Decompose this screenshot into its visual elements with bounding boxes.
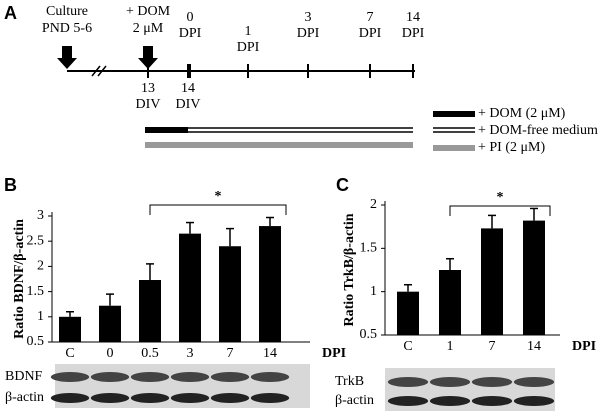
blot-band xyxy=(471,377,513,387)
blot-band xyxy=(130,372,170,382)
y-axis-label: Ratio TrkB/β-actin xyxy=(342,213,357,326)
y-tick-label: 2 xyxy=(37,259,44,274)
blot-band xyxy=(90,372,130,382)
arrow xyxy=(57,46,77,69)
legend-swatch xyxy=(433,145,475,151)
legend-label: + DOM (2 μM) xyxy=(478,106,566,121)
culture-label: Culture xyxy=(46,4,88,19)
dom-label: + DOM xyxy=(126,4,171,19)
blot-band xyxy=(170,372,210,382)
x-axis-label: DPI xyxy=(572,339,596,354)
blot-label: BDNF xyxy=(5,369,43,384)
x-tick-label: 3 xyxy=(187,346,194,361)
y-tick-label: 1 xyxy=(37,309,44,324)
blot-band xyxy=(387,377,429,387)
bar xyxy=(179,233,201,342)
dom-label: 2 μM xyxy=(133,21,164,36)
blot-band xyxy=(210,393,250,403)
legend-label: + DOM-free medium xyxy=(478,123,598,138)
legend-label: + PI (2 μM) xyxy=(478,140,545,155)
significance-label: * xyxy=(497,190,504,205)
blot-band xyxy=(250,372,290,382)
bar xyxy=(523,220,545,335)
y-tick-label: 1 xyxy=(370,284,377,299)
blot-label: β-actin xyxy=(335,393,374,408)
dpi-label: 14 xyxy=(406,10,420,25)
bar xyxy=(59,316,81,342)
pi-bar xyxy=(145,142,413,148)
y-tick-label: 1.5 xyxy=(27,284,45,299)
div-label: DIV xyxy=(176,97,201,112)
legend-swatch xyxy=(433,111,475,117)
culture-label: PND 5-6 xyxy=(42,21,92,36)
x-tick-label: 7 xyxy=(489,339,496,354)
y-tick-label: 2 xyxy=(370,197,377,212)
bar xyxy=(259,226,281,342)
arrow xyxy=(138,46,158,69)
y-axis-label: Ratio BDNF/β-actin xyxy=(12,219,27,339)
axis-break xyxy=(91,65,101,77)
blot-band xyxy=(429,396,471,406)
blot-label: β-actin xyxy=(5,390,44,405)
dpi-label: DPI xyxy=(359,26,382,41)
x-axis-label: DPI xyxy=(322,346,346,361)
blot-band xyxy=(387,396,429,406)
significance-label: * xyxy=(215,189,222,204)
blot-band xyxy=(429,377,471,387)
dpi-label: 0 xyxy=(187,10,194,25)
blot-band xyxy=(471,396,513,406)
blot-band xyxy=(90,393,130,403)
dpi-label: 3 xyxy=(305,10,312,25)
blot-band xyxy=(210,372,250,382)
x-tick-label: 14 xyxy=(263,346,277,361)
blot-band xyxy=(513,377,555,387)
div-label: 13 xyxy=(141,81,155,96)
dpi-label: DPI xyxy=(179,26,202,41)
x-tick-label: 1 xyxy=(447,339,454,354)
bar xyxy=(481,228,503,335)
panel-label: C xyxy=(336,175,349,195)
dpi-label: DPI xyxy=(402,26,425,41)
bar xyxy=(99,305,121,342)
significance-bracket xyxy=(149,204,287,215)
bar xyxy=(219,246,241,342)
y-tick-label: 0.5 xyxy=(360,327,378,342)
x-tick-label: 14 xyxy=(527,339,541,354)
div-label: DIV xyxy=(136,97,161,112)
x-tick-label: 0.5 xyxy=(141,346,159,361)
dpi-label: 7 xyxy=(367,10,374,25)
blot-band xyxy=(130,393,170,403)
blot-band xyxy=(50,372,90,382)
blot-band xyxy=(170,393,210,403)
blot-label: TrkB xyxy=(335,374,364,389)
bar xyxy=(139,280,161,342)
x-tick-label: C xyxy=(403,339,412,354)
dpi-label: DPI xyxy=(297,26,320,41)
dom-bar xyxy=(145,127,188,133)
blot-band xyxy=(513,396,555,406)
div-label: 14 xyxy=(181,81,195,96)
y-tick-label: 3 xyxy=(37,208,44,223)
significance-bracket xyxy=(449,205,551,216)
x-tick-label: C xyxy=(65,346,74,361)
y-tick-label: 1.5 xyxy=(360,241,378,256)
panel-a xyxy=(57,46,475,151)
y-tick-label: 2.5 xyxy=(27,233,45,248)
axis-break xyxy=(97,65,107,77)
bar xyxy=(439,270,461,335)
bar xyxy=(397,291,419,335)
dpi-label: DPI xyxy=(237,40,260,55)
blot-band xyxy=(50,393,90,403)
x-tick-label: 0 xyxy=(107,346,114,361)
y-tick-label: 0.5 xyxy=(27,334,45,349)
x-tick-label: 7 xyxy=(227,346,234,361)
blot-band xyxy=(250,393,290,403)
panel-label: A xyxy=(4,3,17,23)
dpi-label: 1 xyxy=(245,24,252,39)
panel-label: B xyxy=(4,175,17,195)
